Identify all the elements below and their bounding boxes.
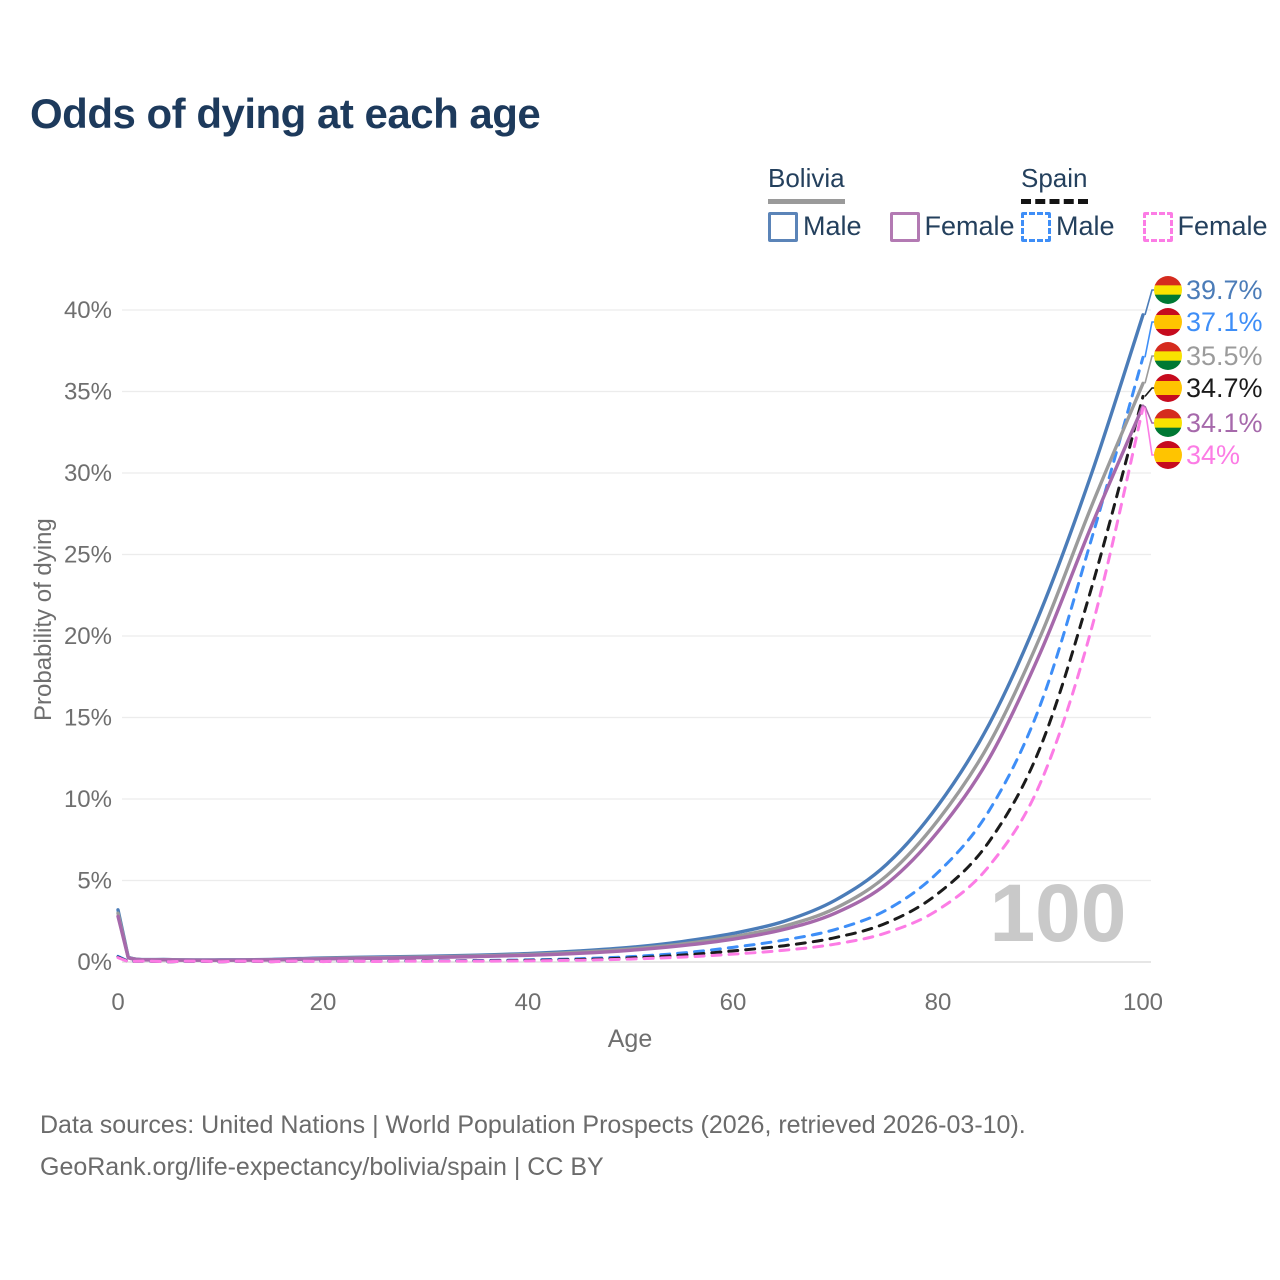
y-tick-label: 0% bbox=[77, 949, 112, 976]
series-line-spain-female bbox=[116, 406, 1145, 964]
series-end-label: 39.7% bbox=[1186, 275, 1263, 305]
bolivia-flag-icon bbox=[1154, 409, 1182, 437]
legend-group-bolivia: Bolivia Male Female bbox=[768, 163, 1015, 242]
y-tick-label: 30% bbox=[64, 460, 112, 487]
y-tick-label: 5% bbox=[77, 868, 112, 895]
data-sources-text: Data sources: United Nations | World Pop… bbox=[40, 1111, 1026, 1139]
series-line-spain-male bbox=[116, 355, 1145, 964]
legend-item-label: Male bbox=[803, 211, 862, 241]
checkbox-spain-female-icon[interactable] bbox=[1142, 211, 1173, 242]
x-tick-label: 0 bbox=[111, 989, 124, 1016]
series-end-label: 37.1% bbox=[1186, 307, 1263, 337]
legend-toggle-bolivia-male[interactable]: Male bbox=[768, 211, 862, 242]
attribution-text: GeoRank.org/life-expectancy/bolivia/spai… bbox=[40, 1153, 604, 1181]
spain-flag-icon bbox=[1154, 441, 1182, 469]
x-tick-label: 100 bbox=[1123, 989, 1163, 1016]
x-tick-label: 40 bbox=[515, 989, 542, 1016]
y-axis-title: Probability of dying bbox=[30, 518, 57, 722]
series-line-bolivia-male bbox=[116, 313, 1145, 962]
leader-line bbox=[1144, 355, 1155, 384]
legend-toggle-spain-female[interactable]: Female bbox=[1142, 211, 1268, 242]
spain-flag-icon bbox=[1154, 374, 1182, 402]
y-tick-label: 15% bbox=[64, 705, 112, 732]
legend-item-label: Male bbox=[1056, 211, 1115, 241]
legend-item-label: Female bbox=[924, 211, 1015, 241]
checkbox-spain-male-icon[interactable] bbox=[1021, 211, 1051, 242]
y-tick-label: 20% bbox=[64, 623, 112, 650]
series-end-label: 34% bbox=[1186, 440, 1240, 470]
x-tick-label: 80 bbox=[925, 989, 952, 1016]
bolivia-flag-icon bbox=[1154, 342, 1182, 370]
legend-country-spain[interactable]: Spain bbox=[1021, 163, 1088, 204]
leader-line bbox=[1144, 321, 1155, 358]
series-line-spain-both bbox=[116, 394, 1145, 964]
chart-footer: Data sources: United Nations | World Pop… bbox=[40, 1104, 1026, 1188]
legend-group-spain: Spain Male Female bbox=[1021, 163, 1268, 242]
series-end-label: 35.5% bbox=[1186, 341, 1263, 371]
spain-flag-icon bbox=[1154, 308, 1182, 336]
x-tick-label: 60 bbox=[720, 989, 747, 1016]
series-end-label: 34.1% bbox=[1186, 408, 1263, 438]
legend-toggle-spain-male[interactable]: Male bbox=[1021, 211, 1115, 242]
leader-line bbox=[1144, 405, 1155, 424]
y-tick-label: 25% bbox=[64, 542, 112, 569]
checkbox-bolivia-female-icon[interactable] bbox=[889, 211, 920, 242]
leader-line bbox=[1144, 387, 1155, 397]
y-tick-label: 40% bbox=[64, 297, 112, 324]
leader-line bbox=[1144, 407, 1155, 456]
series-end-label: 34.7% bbox=[1186, 373, 1263, 403]
age-ticker-watermark: 100 bbox=[990, 868, 1127, 959]
checkbox-bolivia-male-icon[interactable] bbox=[768, 211, 798, 242]
legend-country-bolivia[interactable]: Bolivia bbox=[768, 163, 845, 204]
y-tick-label: 35% bbox=[64, 379, 112, 406]
page-title: Odds of dying at each age bbox=[30, 90, 541, 137]
series-line-bolivia-both bbox=[116, 381, 1145, 962]
leader-line bbox=[1144, 289, 1155, 316]
bolivia-flag-icon bbox=[1154, 276, 1182, 304]
x-tick-label: 20 bbox=[310, 989, 337, 1016]
series-line-bolivia-female bbox=[116, 404, 1145, 962]
legend-toggle-bolivia-female[interactable]: Female bbox=[889, 211, 1015, 242]
x-axis-title: Age bbox=[607, 1025, 653, 1053]
legend-item-label: Female bbox=[1177, 211, 1268, 241]
y-tick-label: 10% bbox=[64, 786, 112, 813]
